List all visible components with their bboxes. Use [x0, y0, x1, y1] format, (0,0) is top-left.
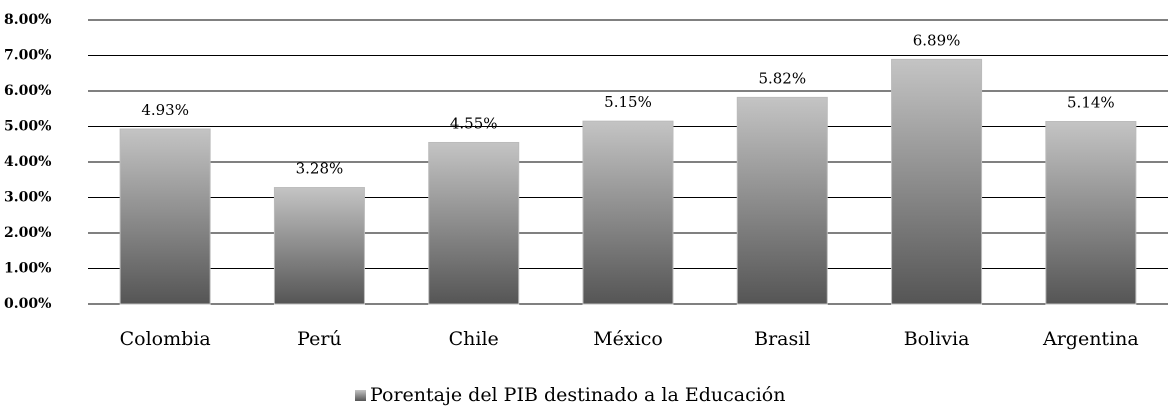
- bar: [736, 96, 828, 305]
- value-label: 4.93%: [141, 101, 189, 119]
- x-tick-label: Brasil: [754, 328, 810, 350]
- legend-label: Porentaje del PIB destinado a la Educaci…: [370, 384, 786, 406]
- x-tick-label: Argentina: [1042, 328, 1139, 350]
- y-tick-label: 3.00%: [4, 190, 51, 206]
- x-tick-label: Bolivia: [904, 328, 970, 350]
- y-tick-label: 5.00%: [4, 119, 51, 135]
- x-tick-label: Perú: [297, 328, 342, 350]
- x-tick-label: Chile: [449, 328, 499, 350]
- y-tick-label: 8.00%: [4, 12, 51, 28]
- value-label: 5.82%: [758, 69, 806, 87]
- y-tick-label: 4.00%: [4, 154, 51, 170]
- y-tick-label: 6.00%: [4, 83, 51, 99]
- y-tick-label: 2.00%: [4, 225, 51, 241]
- y-tick-label: 1.00%: [4, 261, 51, 277]
- bar: [582, 120, 674, 305]
- y-tick-label: 0.00%: [4, 296, 51, 312]
- bar: [891, 58, 983, 305]
- value-label: 4.55%: [450, 114, 498, 132]
- x-tick-label: México: [593, 328, 663, 350]
- x-tick-label: Colombia: [120, 328, 211, 350]
- bar: [1045, 121, 1137, 305]
- value-label: 5.14%: [1067, 94, 1115, 112]
- value-label: 3.28%: [296, 160, 344, 178]
- value-label: 6.89%: [913, 31, 961, 49]
- bar: [428, 141, 520, 305]
- legend-marker: [355, 390, 366, 401]
- bar: [119, 128, 211, 305]
- bar: [273, 187, 365, 305]
- y-tick-label: 7.00%: [4, 48, 51, 64]
- value-label: 5.15%: [604, 93, 652, 111]
